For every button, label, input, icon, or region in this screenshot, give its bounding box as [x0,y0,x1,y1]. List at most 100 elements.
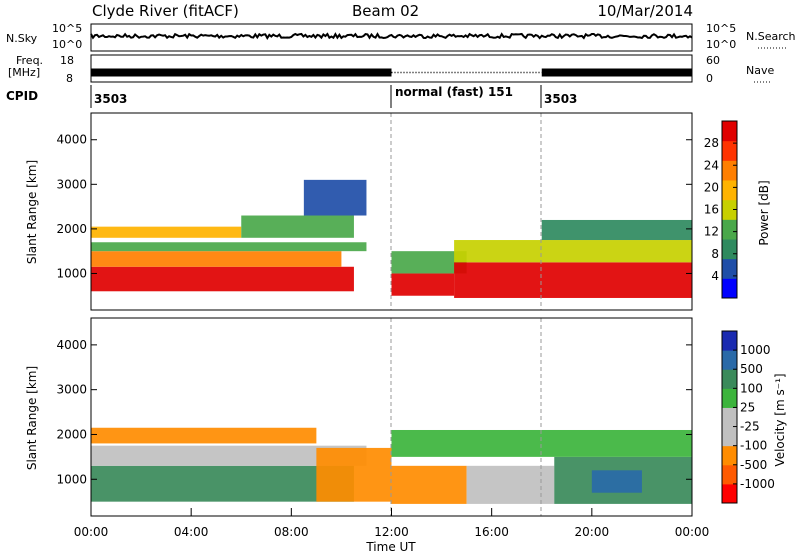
frequency-frame [90,54,693,83]
nsearch-label: N.Search [746,30,796,43]
cpid-entry-2: 3503 [544,92,577,106]
cpid-entry-0: 3503 [94,92,127,106]
velocity-colorbar-label-5: 100 [740,381,763,395]
velocity-colorbar-cell-4 [722,407,737,428]
cpid-label: CPID [6,89,38,103]
velocity-colorbar-label-2: -100 [740,439,767,453]
power-band-1 [91,251,342,267]
xtick-label-1: 04:00 [174,525,209,539]
power-ytick-label-3: 4000 [56,133,87,147]
power-colorbar-label-3: 16 [704,203,719,217]
velocity-colorbar-cell-0 [722,483,737,504]
power-band-7 [391,251,467,274]
power-colorbar-label-4: 20 [704,180,719,194]
velocity-colorbar-cell-3 [722,426,737,447]
noise-panel: N.Sky 10^5 10^0 10^5 10^0 N.Search [6,22,796,52]
power-colorbar: 4 8 12 16 20 24 28 [704,120,738,299]
velocity-colorbar-cell-5 [722,388,737,408]
time-xlabel: Time UT [365,540,416,554]
power-colorbar-cell-7 [722,140,737,161]
power-colorbar-label: Power [dB] [757,180,771,245]
noise-line [90,32,693,40]
power-ytick-label-1: 2000 [56,222,87,236]
power-band-5 [303,179,367,216]
station-title: Clyde River (fitACF) [92,2,239,20]
power-colorbar-label-5: 24 [704,158,719,172]
freq-tick-top: 18 [60,54,74,67]
power-band-4 [241,215,354,238]
velocity-colorbar-label-0: -1000 [740,477,775,491]
velocity-colorbar-label: Velocity [m s⁻¹] [773,373,787,466]
nsky-label: N.Sky [6,32,38,45]
noise-tick-right-top: 10^5 [706,22,736,35]
velocity-colorbar-cell-1 [722,464,737,485]
velocity-band-1 [91,445,367,466]
velocity-band-0 [91,465,354,502]
time-x-ticks: 00:00 04:00 08:00 12:00 16:00 20:00 00:00 [74,508,710,539]
velocity-colorbar-label-1: -500 [740,458,767,472]
xtick-label-4: 16:00 [474,525,509,539]
power-band-8 [454,262,692,298]
noise-tick-left-top: 10^5 [52,22,82,35]
power-frame [90,112,693,311]
velocity-panel: 1000 2000 3000 4000 00:00 04:00 08:00 12:00 16:… [25,317,787,554]
nave-label: Nave [746,64,774,77]
power-colorbar-cell-6 [722,160,737,181]
velocity-band-4 [391,465,467,504]
cpid-entry-1: normal (fast) 151 [395,85,513,99]
power-colorbar-cell-0 [722,278,737,299]
power-colorbar-cell-4 [722,199,737,220]
velocity-ytick-label-3: 4000 [56,338,87,352]
nave-tick-bottom: 0 [706,72,713,85]
velocity-band-2 [91,427,317,444]
power-band-10 [541,219,692,241]
noise-tick-right-bottom: 10^0 [706,38,736,51]
velocity-ytick-label-0: 1000 [56,472,87,486]
power-ylabel: Slant Range [km] [25,160,39,264]
velocity-colorbar-label-6: 500 [740,362,763,376]
power-colorbar-cell-1 [722,258,737,279]
power-band-3 [91,226,242,238]
velocity-colorbar-label-3: -25 [740,420,760,434]
velocity-scatter [91,427,692,504]
velocity-colorbar-label-4: 25 [740,400,755,414]
velocity-band-8 [391,429,692,457]
xtick-label-5: 20:00 [575,525,610,539]
beam-title: Beam 02 [352,2,419,20]
frequency-panel: Freq. [MHz] 18 8 60 0 Nave [8,54,774,85]
velocity-colorbar-cell-6 [722,369,737,389]
power-scatter [91,179,692,298]
velocity-band-3 [316,447,392,502]
velocity-ylabel: Slant Range [km] [25,366,39,470]
power-ytick-label-0: 1000 [56,266,87,280]
noise-trace [90,32,693,40]
cpid-panel: CPID 3503 normal (fast) 151 3503 [6,85,577,108]
power-band-2 [91,242,367,252]
xtick-label-0: 00:00 [74,525,109,539]
velocity-colorbar-cell-2 [722,445,737,466]
velocity-colorbar-cell-7 [722,350,737,370]
velocity-colorbar: -1000 -500 -100 -25 25 100 500 1000 [721,330,775,504]
power-ytick-label-2: 3000 [56,177,87,191]
power-band-0 [91,266,354,292]
xtick-label-6: 00:00 [675,525,710,539]
velocity-band-5 [466,465,555,504]
power-y-ticks: 1000 2000 3000 4000 [56,133,692,280]
freq-tick-bottom: 8 [66,72,73,85]
velocity-ytick-label-2: 3000 [56,383,87,397]
nave-tick-top: 60 [706,54,720,67]
velocity-band-7 [591,470,642,493]
freq-label-line1: Freq. [16,54,43,67]
velocity-ytick-label-1: 2000 [56,427,87,441]
noise-tick-left-bottom: 10^0 [52,38,82,51]
velocity-y-ticks: 1000 2000 3000 4000 [56,338,692,486]
power-colorbar-cell-5 [722,180,737,201]
xtick-label-3: 12:00 [374,525,409,539]
date-title: 10/Mar/2014 [597,2,693,20]
power-band-9 [454,240,692,263]
power-colorbar-cell-8 [722,121,737,142]
velocity-colorbar-label-7: 1000 [740,343,771,357]
power-colorbar-label-6: 28 [704,136,719,150]
power-colorbar-label-1: 8 [711,247,719,261]
